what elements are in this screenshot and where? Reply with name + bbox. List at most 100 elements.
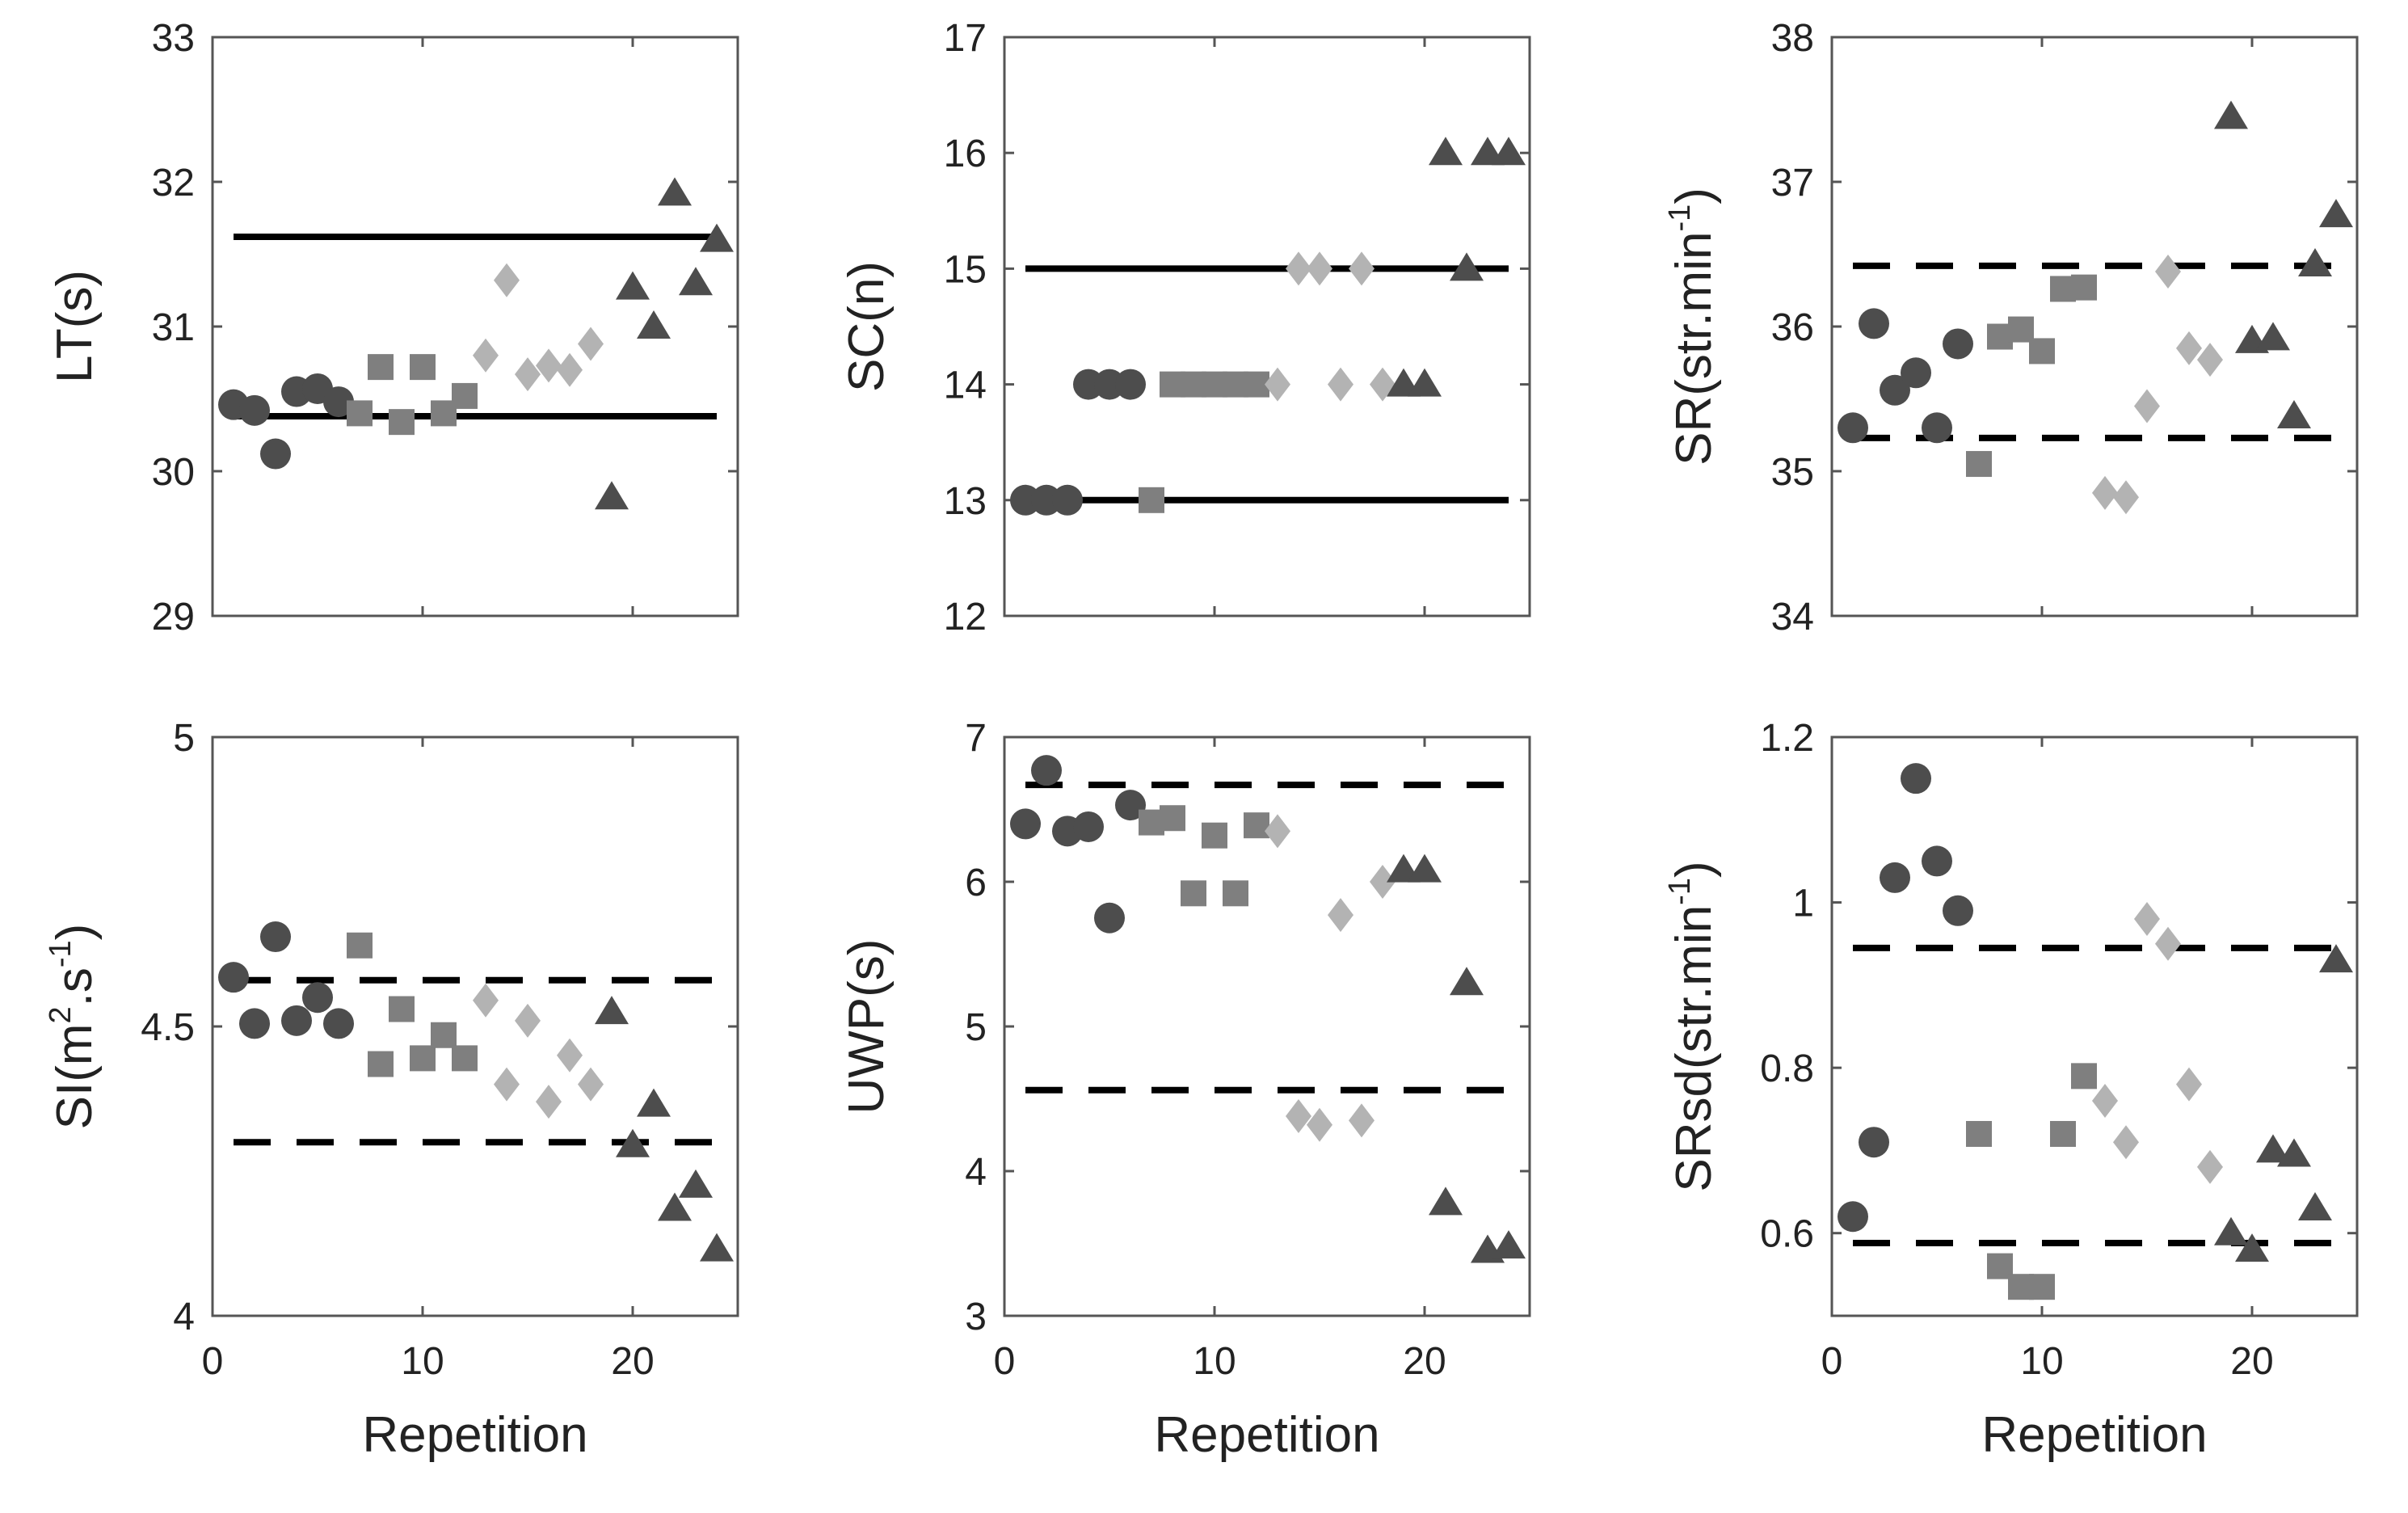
plot-frame bbox=[1830, 36, 2359, 617]
data-point-circle bbox=[1094, 902, 1125, 934]
data-point-diamond bbox=[1265, 814, 1290, 849]
panel-5: 3 4 5 6 7 0 10 20 Repetition UWP(s) bbox=[839, 717, 1531, 1463]
data-point-square bbox=[2029, 1274, 2055, 1300]
data-point-circle bbox=[1838, 412, 1868, 444]
y-axis-label: SC(n) bbox=[839, 261, 895, 392]
data-point-square bbox=[1160, 805, 1185, 832]
data-point-circle bbox=[1859, 1127, 1889, 1158]
y-tick-label: 4 bbox=[173, 1296, 195, 1338]
data-point-circle bbox=[1922, 845, 1952, 877]
data-point-diamond bbox=[2134, 389, 2160, 424]
x-tick-label: 20 bbox=[611, 1340, 654, 1383]
data-point-triangle bbox=[1450, 967, 1484, 996]
data-point-diamond bbox=[2176, 1067, 2202, 1102]
y-tick-label: 38 bbox=[1771, 17, 1814, 60]
y-tick-label: 35 bbox=[1771, 451, 1814, 494]
data-point-square bbox=[1244, 812, 1269, 839]
data-point-square bbox=[452, 1045, 478, 1072]
data-point-square bbox=[2029, 338, 2055, 365]
data-point-diamond bbox=[1307, 1107, 1332, 1142]
data-point-diamond bbox=[536, 348, 562, 383]
data-point-diamond bbox=[494, 263, 520, 297]
y-axis-label: LT(s) bbox=[47, 270, 103, 383]
data-point-triangle bbox=[1408, 853, 1442, 883]
data-point-triangle bbox=[700, 223, 734, 252]
data-point-circle bbox=[1031, 755, 1062, 786]
data-point-square bbox=[368, 354, 394, 381]
data-point-triangle bbox=[2298, 1192, 2332, 1221]
data-point-square bbox=[452, 382, 478, 409]
data-point-triangle bbox=[700, 1233, 734, 1262]
data-point-square bbox=[1202, 822, 1227, 849]
data-point-square bbox=[410, 1045, 436, 1072]
data-point-circle bbox=[218, 962, 249, 993]
data-point-triangle bbox=[2319, 199, 2353, 228]
data-point-circle bbox=[260, 438, 291, 470]
data-point-diamond bbox=[1370, 865, 1396, 899]
data-point-circle bbox=[1073, 811, 1104, 842]
y-tick-label: 4 bbox=[965, 1151, 987, 1194]
data-point-triangle bbox=[679, 267, 713, 296]
data-point-triangle bbox=[1492, 137, 1526, 166]
data-point-square bbox=[431, 1022, 457, 1048]
data-point-triangle bbox=[616, 1128, 650, 1157]
data-point-triangle bbox=[2214, 1216, 2248, 1245]
data-point-diamond bbox=[1286, 251, 1311, 286]
data-point-circle bbox=[260, 921, 291, 953]
data-point-square bbox=[1139, 487, 1164, 513]
data-point-square bbox=[2008, 316, 2034, 343]
data-point-square bbox=[1966, 451, 1992, 478]
data-point-square bbox=[2071, 274, 2097, 301]
data-point-diamond bbox=[1328, 898, 1353, 933]
plot-frame bbox=[1830, 735, 2359, 1317]
data-point-diamond bbox=[2176, 331, 2202, 365]
panel-6: 0.6 0.8 1 1.2 0 10 20 Repetition SRsd(str.min-1) bbox=[1663, 717, 2359, 1463]
data-point-square bbox=[2050, 1120, 2076, 1147]
data-point-circle bbox=[323, 1008, 354, 1039]
data-point-triangle bbox=[1450, 252, 1484, 281]
data-point-diamond bbox=[1328, 367, 1353, 402]
data-point-triangle bbox=[2277, 1138, 2311, 1167]
data-point-diamond bbox=[2134, 902, 2160, 937]
y-axis-label-part: ) bbox=[1666, 188, 1722, 204]
data-point-triangle bbox=[1408, 368, 1442, 397]
y-tick-label: 15 bbox=[944, 248, 987, 291]
data-point-diamond bbox=[2092, 475, 2118, 510]
data-point-square bbox=[1181, 880, 1206, 907]
data-point-diamond bbox=[1307, 251, 1332, 286]
y-tick-label: 33 bbox=[152, 17, 195, 60]
y-axis-label: SR(str.min-1) bbox=[1663, 188, 1722, 466]
data-point-circle bbox=[281, 1005, 312, 1036]
x-tick-label: 10 bbox=[1193, 1340, 1236, 1383]
y-axis-label: UWP(s) bbox=[839, 939, 895, 1115]
y-tick-label: 32 bbox=[152, 162, 195, 204]
panel-3: 34 35 36 37 38 SR(str.min-1) bbox=[1663, 17, 2359, 638]
data-point-diamond bbox=[1349, 1103, 1374, 1138]
data-point-diamond bbox=[473, 338, 499, 373]
y-tick-label: 6 bbox=[965, 862, 987, 904]
data-point-circle bbox=[1859, 308, 1889, 339]
x-tick-label: 10 bbox=[401, 1340, 444, 1383]
y-tick-label: 4.5 bbox=[141, 1006, 195, 1049]
y-axis-label: SRsd(str.min-1) bbox=[1663, 861, 1722, 1191]
data-point-circle bbox=[323, 386, 354, 418]
data-point-triangle bbox=[2298, 248, 2332, 277]
data-point-square bbox=[1966, 1120, 1992, 1147]
data-point-diamond bbox=[2197, 343, 2223, 377]
x-tick-label: 20 bbox=[1403, 1340, 1446, 1383]
y-tick-label: 36 bbox=[1771, 306, 1814, 349]
data-point-triangle bbox=[595, 481, 629, 510]
data-point-square bbox=[410, 354, 436, 381]
data-point-triangle bbox=[2256, 1134, 2290, 1163]
y-tick-label: 30 bbox=[152, 451, 195, 494]
data-point-triangle bbox=[1429, 1186, 1463, 1216]
data-point-circle bbox=[1115, 369, 1146, 400]
data-point-circle bbox=[1901, 763, 1931, 794]
data-point-triangle bbox=[595, 996, 629, 1025]
data-point-circle bbox=[1922, 412, 1952, 444]
y-axis-label-part: ) bbox=[47, 924, 103, 941]
data-point-diamond bbox=[1286, 1098, 1311, 1133]
y-tick-label: 16 bbox=[944, 133, 987, 175]
data-point-diamond bbox=[494, 1067, 520, 1102]
data-point-triangle bbox=[637, 1088, 671, 1117]
